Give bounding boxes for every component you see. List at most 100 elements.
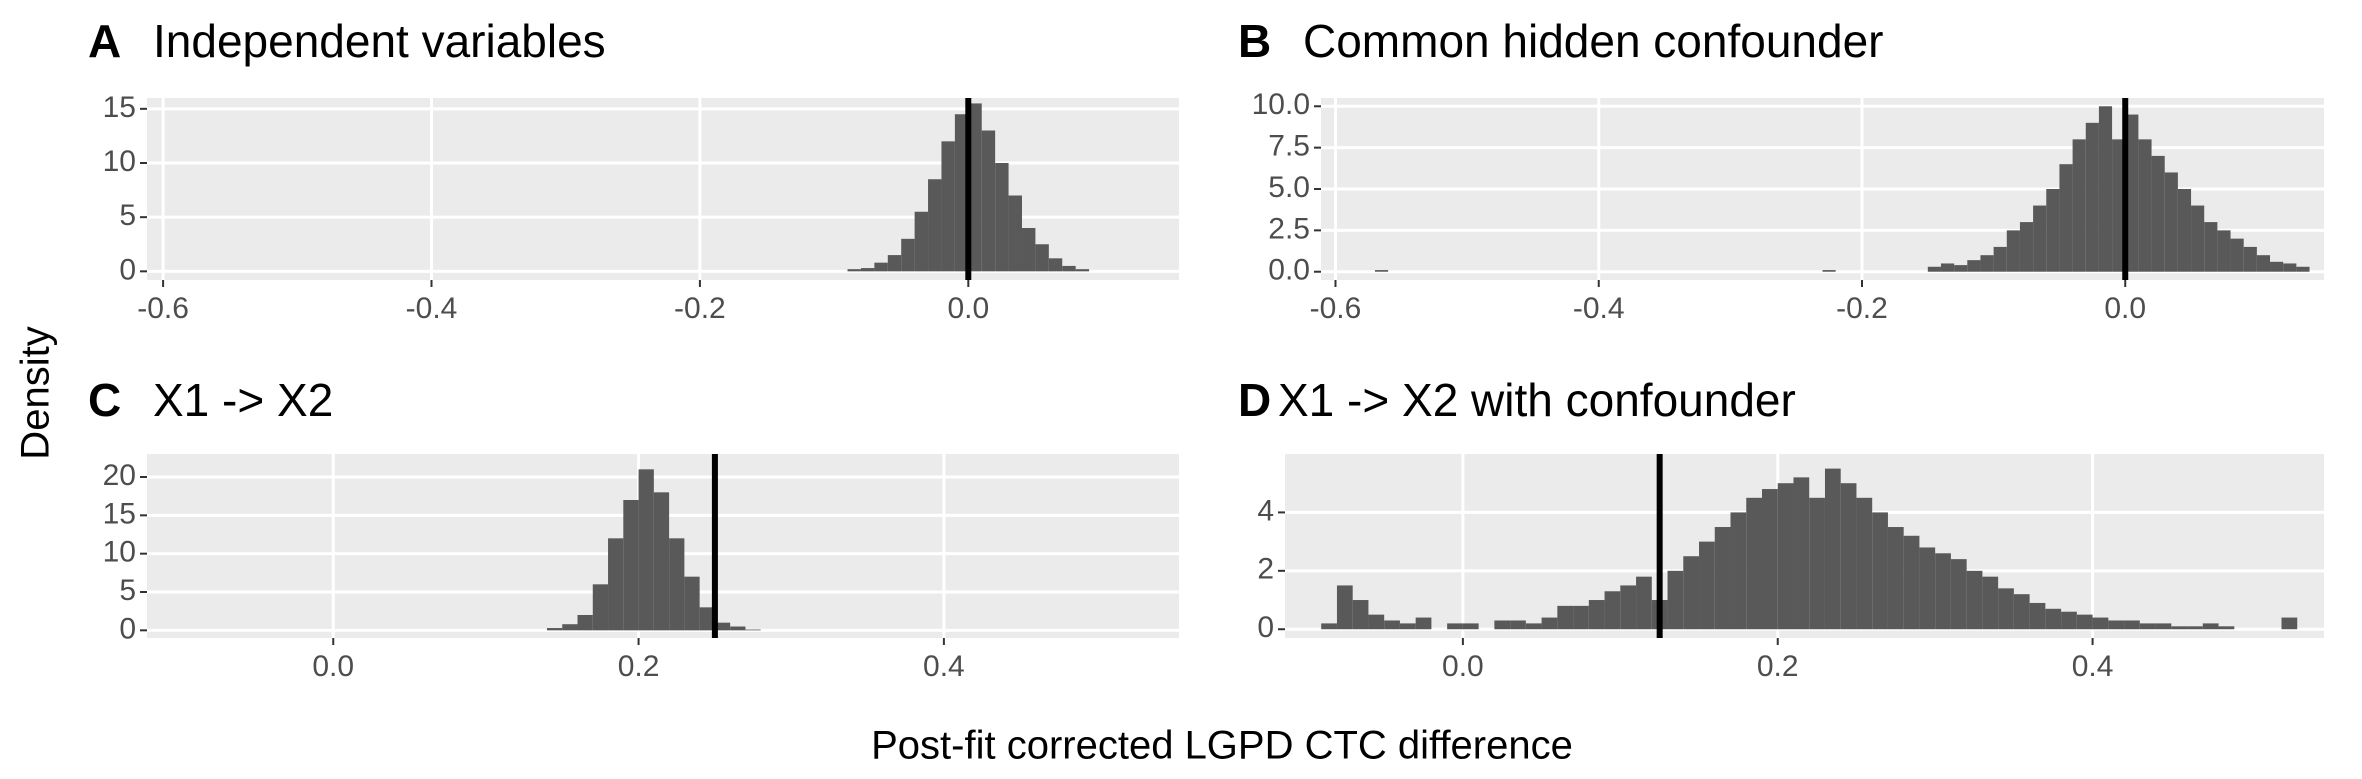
bar: [2019, 222, 2034, 272]
bar: [1557, 605, 1574, 630]
bar: [1730, 512, 1747, 630]
bar: [714, 622, 731, 631]
bar: [1352, 600, 1369, 630]
bar: [2230, 238, 2244, 272]
bar: [1919, 547, 1936, 630]
bar: [1903, 535, 1920, 630]
bar: [2296, 266, 2310, 272]
bar: [2108, 620, 2125, 630]
bar: [2112, 139, 2126, 272]
bar: [1683, 556, 1700, 630]
bar: [684, 576, 700, 631]
y-tick-label: 10.0: [1252, 88, 1310, 121]
y-tick-label: 2.5: [1268, 212, 1310, 245]
bar: [2125, 114, 2139, 272]
bar: [2243, 246, 2257, 272]
bar: [1699, 541, 1715, 630]
bar: [2006, 230, 2020, 272]
x-tick-label: 0.0: [947, 292, 989, 325]
bar: [1021, 228, 1036, 272]
bar: [1887, 527, 1904, 630]
bar: [1541, 617, 1558, 630]
bar: [2033, 205, 2047, 272]
bar: [1368, 614, 1385, 630]
y-axis-label: Density: [14, 326, 58, 459]
bar: [1667, 570, 1684, 630]
bar: [669, 538, 685, 631]
bar: [2046, 189, 2060, 272]
bar: [1636, 576, 1652, 630]
bar: [2202, 623, 2219, 630]
panel-tag: D: [1238, 374, 1271, 426]
bar: [2124, 620, 2140, 630]
x-tick-label: 0.4: [923, 650, 965, 683]
bar: [968, 103, 982, 272]
x-tick-label: -0.6: [137, 292, 189, 325]
bar: [2029, 602, 2046, 630]
bar: [2085, 122, 2099, 272]
bar: [901, 238, 915, 272]
bar: [1008, 195, 1022, 272]
panel-title: X1 -> X2 with confounder: [1278, 374, 1796, 426]
x-tick-label: 0.2: [618, 650, 660, 683]
bar: [1588, 600, 1605, 630]
bar: [1374, 270, 1389, 272]
y-tick-label: 7.5: [1268, 130, 1310, 163]
bar: [2270, 261, 2284, 272]
bar: [745, 629, 761, 631]
x-tick-label: -0.2: [1836, 292, 1888, 325]
bar: [1510, 620, 1526, 630]
bar: [2151, 155, 2165, 272]
x-tick-label: -0.2: [674, 292, 726, 325]
bar: [1415, 617, 1432, 630]
bar: [1573, 605, 1589, 630]
bar: [860, 268, 875, 272]
x-tick-label: 0.0: [2104, 292, 2146, 325]
bar: [1966, 570, 1983, 630]
bar: [1620, 585, 1637, 630]
bar: [995, 163, 1009, 272]
bar: [2061, 611, 2077, 630]
bar: [2218, 626, 2235, 630]
x-tick-label: 0.2: [1757, 650, 1799, 683]
x-tick-label: 0.0: [1442, 650, 1484, 683]
bar: [1035, 244, 1049, 272]
bar: [592, 584, 609, 631]
bar: [2155, 623, 2172, 630]
bar: [914, 211, 929, 272]
bar: [730, 626, 746, 631]
bar: [2191, 205, 2205, 272]
bar: [1714, 527, 1731, 630]
bar: [1062, 265, 1076, 272]
bar: [2059, 164, 2073, 272]
bar: [562, 624, 578, 631]
bar: [2092, 617, 2109, 630]
y-tick-label: 5.0: [1268, 171, 1310, 204]
bar: [546, 628, 563, 631]
bar: [954, 114, 969, 272]
bar: [1927, 266, 1941, 272]
bar: [1940, 263, 1955, 272]
bar: [2139, 623, 2156, 630]
bar: [941, 141, 955, 272]
bar: [2217, 230, 2231, 272]
bar: [981, 130, 996, 272]
bar: [2072, 139, 2086, 272]
bar: [1793, 477, 1810, 630]
y-tick-label: 5: [119, 574, 136, 607]
bar: [1993, 246, 2007, 272]
bar: [1075, 269, 1090, 272]
x-tick-label: -0.4: [406, 292, 458, 325]
bar: [1950, 559, 1967, 630]
x-tick-label: 0.0: [312, 650, 354, 683]
bar: [1321, 623, 1337, 630]
bar: [1525, 623, 1542, 630]
bar: [2076, 614, 2093, 630]
bar: [887, 255, 902, 272]
y-tick-label: 5: [119, 199, 136, 232]
bar: [928, 179, 942, 272]
y-tick-label: 0: [119, 612, 136, 645]
panel-title: Common hidden confounder: [1303, 15, 1883, 67]
